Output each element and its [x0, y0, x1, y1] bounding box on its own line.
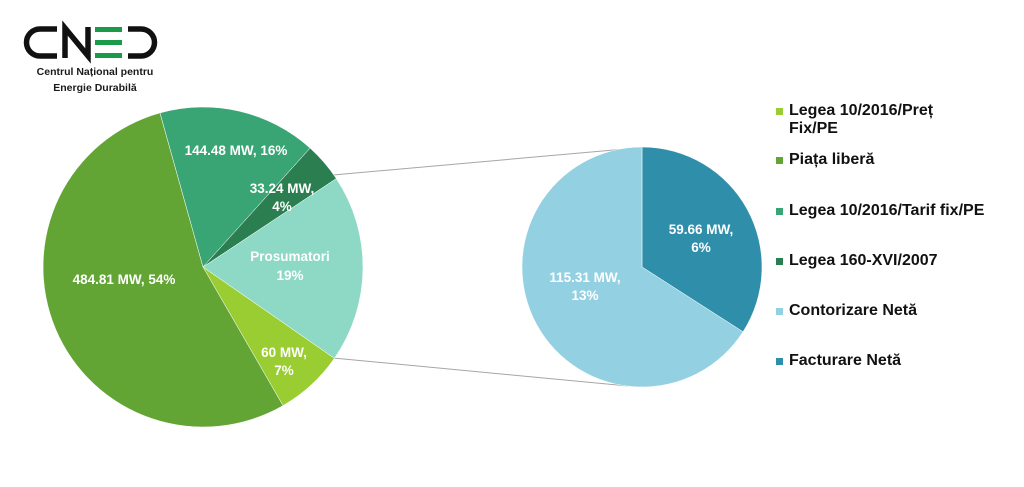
label-tarif-fix: 144.48 MW, 16%	[185, 143, 288, 158]
legend-item-piata-libera: Piața liberă	[776, 151, 999, 169]
cned-logo: Centrul Național pentru Energie Durabilă	[0, 0, 200, 100]
legend-swatch-icon	[776, 208, 783, 215]
label-contorizare-line1: 115.31 MW,	[549, 270, 620, 285]
label-prosumatori-line1: Prosumatori	[250, 249, 330, 264]
legend-swatch-icon	[776, 157, 783, 164]
legend-label: Piața liberă	[789, 151, 875, 168]
logo-line-2: Energie Durabilă	[53, 82, 137, 94]
legend-label: Legea 10/2016/Preț Fix/PE	[789, 102, 934, 137]
secondary-pie	[521, 146, 763, 388]
legend-swatch-icon	[776, 308, 783, 315]
legend-item-pret-fix: Legea 10/2016/Preț Fix/PE	[776, 102, 959, 138]
label-legea-160-line1: 33.24 MW,	[250, 181, 315, 196]
legend-item-contorizare: Contorizare Netă	[776, 302, 999, 320]
legend-swatch-icon	[776, 258, 783, 265]
main-pie	[42, 106, 364, 428]
slice-facturare-neta	[641, 146, 763, 333]
legend-label: Facturare Netă	[789, 352, 902, 369]
legend-label: Contorizare Netă	[789, 302, 918, 319]
connector-line-bottom	[332, 357, 629, 387]
legend-item-facturare: Facturare Netă	[776, 352, 999, 370]
label-facturare-line2: 6%	[691, 240, 711, 255]
label-pret-fix-line2: 7%	[274, 363, 294, 378]
slice-prosumatori	[202, 178, 364, 359]
label-legea-160-line2: 4%	[272, 199, 292, 214]
label-contorizare-line2: 13%	[571, 288, 598, 303]
slice-piata-libera	[42, 112, 284, 428]
legend-swatch-icon	[776, 358, 783, 365]
label-piata-libera: 484.81 MW, 54%	[73, 272, 176, 287]
connector-line-top	[332, 148, 626, 176]
label-prosumatori-line2: 19%	[276, 268, 303, 283]
slice-contorizare-neta	[521, 146, 744, 388]
slice-tarif-fix	[159, 106, 311, 268]
legend-label: Legea 10/2016/Tarif fix/PE	[789, 202, 985, 219]
label-pret-fix-line1: 60 MW,	[261, 345, 307, 360]
label-facturare-line1: 59.66 MW,	[669, 222, 734, 237]
legend-item-tarif-fix: Legea 10/2016/Tarif fix/PE	[776, 202, 999, 220]
cned-logo-mark	[23, 20, 158, 64]
legend-swatch-icon	[776, 108, 783, 115]
legend-item-legea-160: Legea 160-XVI/2007	[776, 252, 999, 270]
logo-line-1: Centrul Național pentru	[36, 66, 154, 78]
legend-label: Legea 160-XVI/2007	[789, 252, 938, 269]
